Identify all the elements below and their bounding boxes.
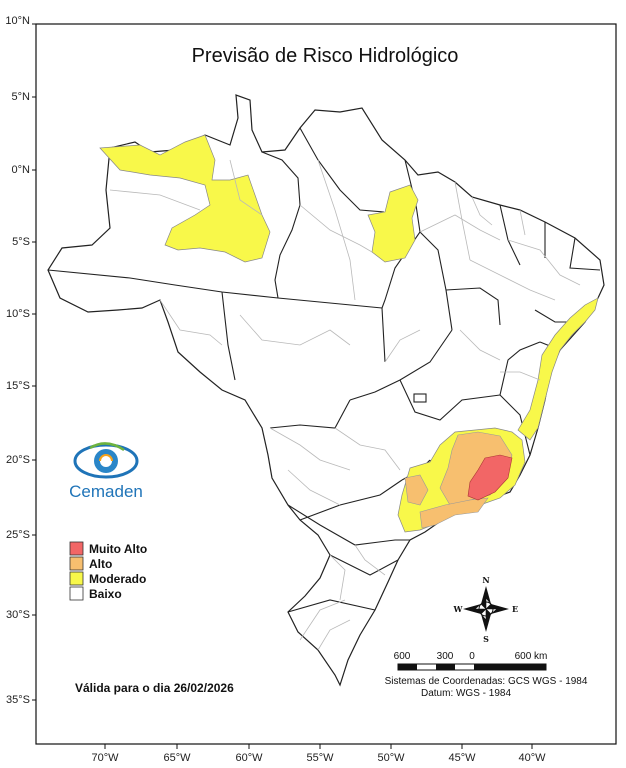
- legend-swatch-alto: [69, 556, 84, 571]
- crs-line-1: Sistemas de Coordenadas: GCS WGS - 1984: [385, 676, 588, 687]
- eye-logo-icon: [73, 442, 139, 479]
- validity-date: Válida para o dia 26/02/2026: [75, 681, 234, 695]
- legend-label-muito-alto: Muito Alto: [89, 542, 147, 556]
- lon-label: 70°W: [91, 752, 119, 764]
- legend-swatch-baixo: [69, 586, 84, 601]
- legend-label-alto: Alto: [89, 557, 112, 571]
- lat-label: 20°S: [6, 454, 30, 466]
- risk-area-muito-alto: [467, 454, 513, 501]
- logo-text: Cemaden: [69, 482, 143, 501]
- risk-area-para: [367, 184, 419, 263]
- legend-label-moderado: Moderado: [89, 572, 146, 586]
- compass-north: N: [482, 575, 489, 585]
- lat-label: 35°S: [6, 694, 30, 706]
- scale-label: 0: [469, 651, 475, 662]
- risk-area-northeast-coast: [517, 297, 599, 441]
- scale-bar: [397, 663, 547, 671]
- lat-label: 30°S: [6, 609, 30, 621]
- compass-west: W: [453, 604, 464, 614]
- lat-label: 10°S: [6, 308, 30, 320]
- lat-label: 25°S: [6, 529, 30, 541]
- region-borders: [109, 159, 581, 651]
- legend: Muito Alto Alto Moderado Baixo: [69, 541, 147, 601]
- lon-label: 65°W: [163, 752, 191, 764]
- scale-label: 600 km: [515, 651, 548, 662]
- compass-east: E: [512, 604, 518, 614]
- compass-south: S: [483, 634, 489, 644]
- risk-area-alto-2: [404, 474, 429, 506]
- lon-label: 50°W: [377, 752, 405, 764]
- legend-swatch-muito-alto: [69, 541, 84, 556]
- legend-swatch-moderado: [69, 571, 84, 586]
- scale-label: 300: [437, 651, 454, 662]
- risk-area-alto-3: [419, 497, 489, 529]
- lon-label: 60°W: [235, 752, 263, 764]
- lat-label: 10°N: [5, 15, 30, 27]
- scale-label: 600: [394, 651, 411, 662]
- lat-label: 5°S: [12, 236, 30, 248]
- lon-axis: 70°W 65°W 60°W 55°W 50°W 45°W 40°W: [91, 744, 546, 764]
- legend-label-baixo: Baixo: [89, 587, 122, 601]
- lat-label: 0°N: [12, 164, 31, 176]
- lon-label: 45°W: [448, 752, 476, 764]
- risk-area-amazonas: [99, 134, 271, 263]
- lat-axis: 10°N 5°N 0°N 5°S 10°S 15°S 20°S 25°S 30°…: [5, 15, 36, 706]
- crs-line-2: Datum: WGS - 1984: [421, 688, 511, 699]
- lat-label: 15°S: [6, 380, 30, 392]
- lat-label: 5°N: [12, 91, 31, 103]
- lon-label: 55°W: [306, 752, 334, 764]
- compass-rose-icon: [463, 586, 509, 632]
- map-title: Previsão de Risco Hidrológico: [192, 45, 459, 67]
- lon-label: 40°W: [518, 752, 546, 764]
